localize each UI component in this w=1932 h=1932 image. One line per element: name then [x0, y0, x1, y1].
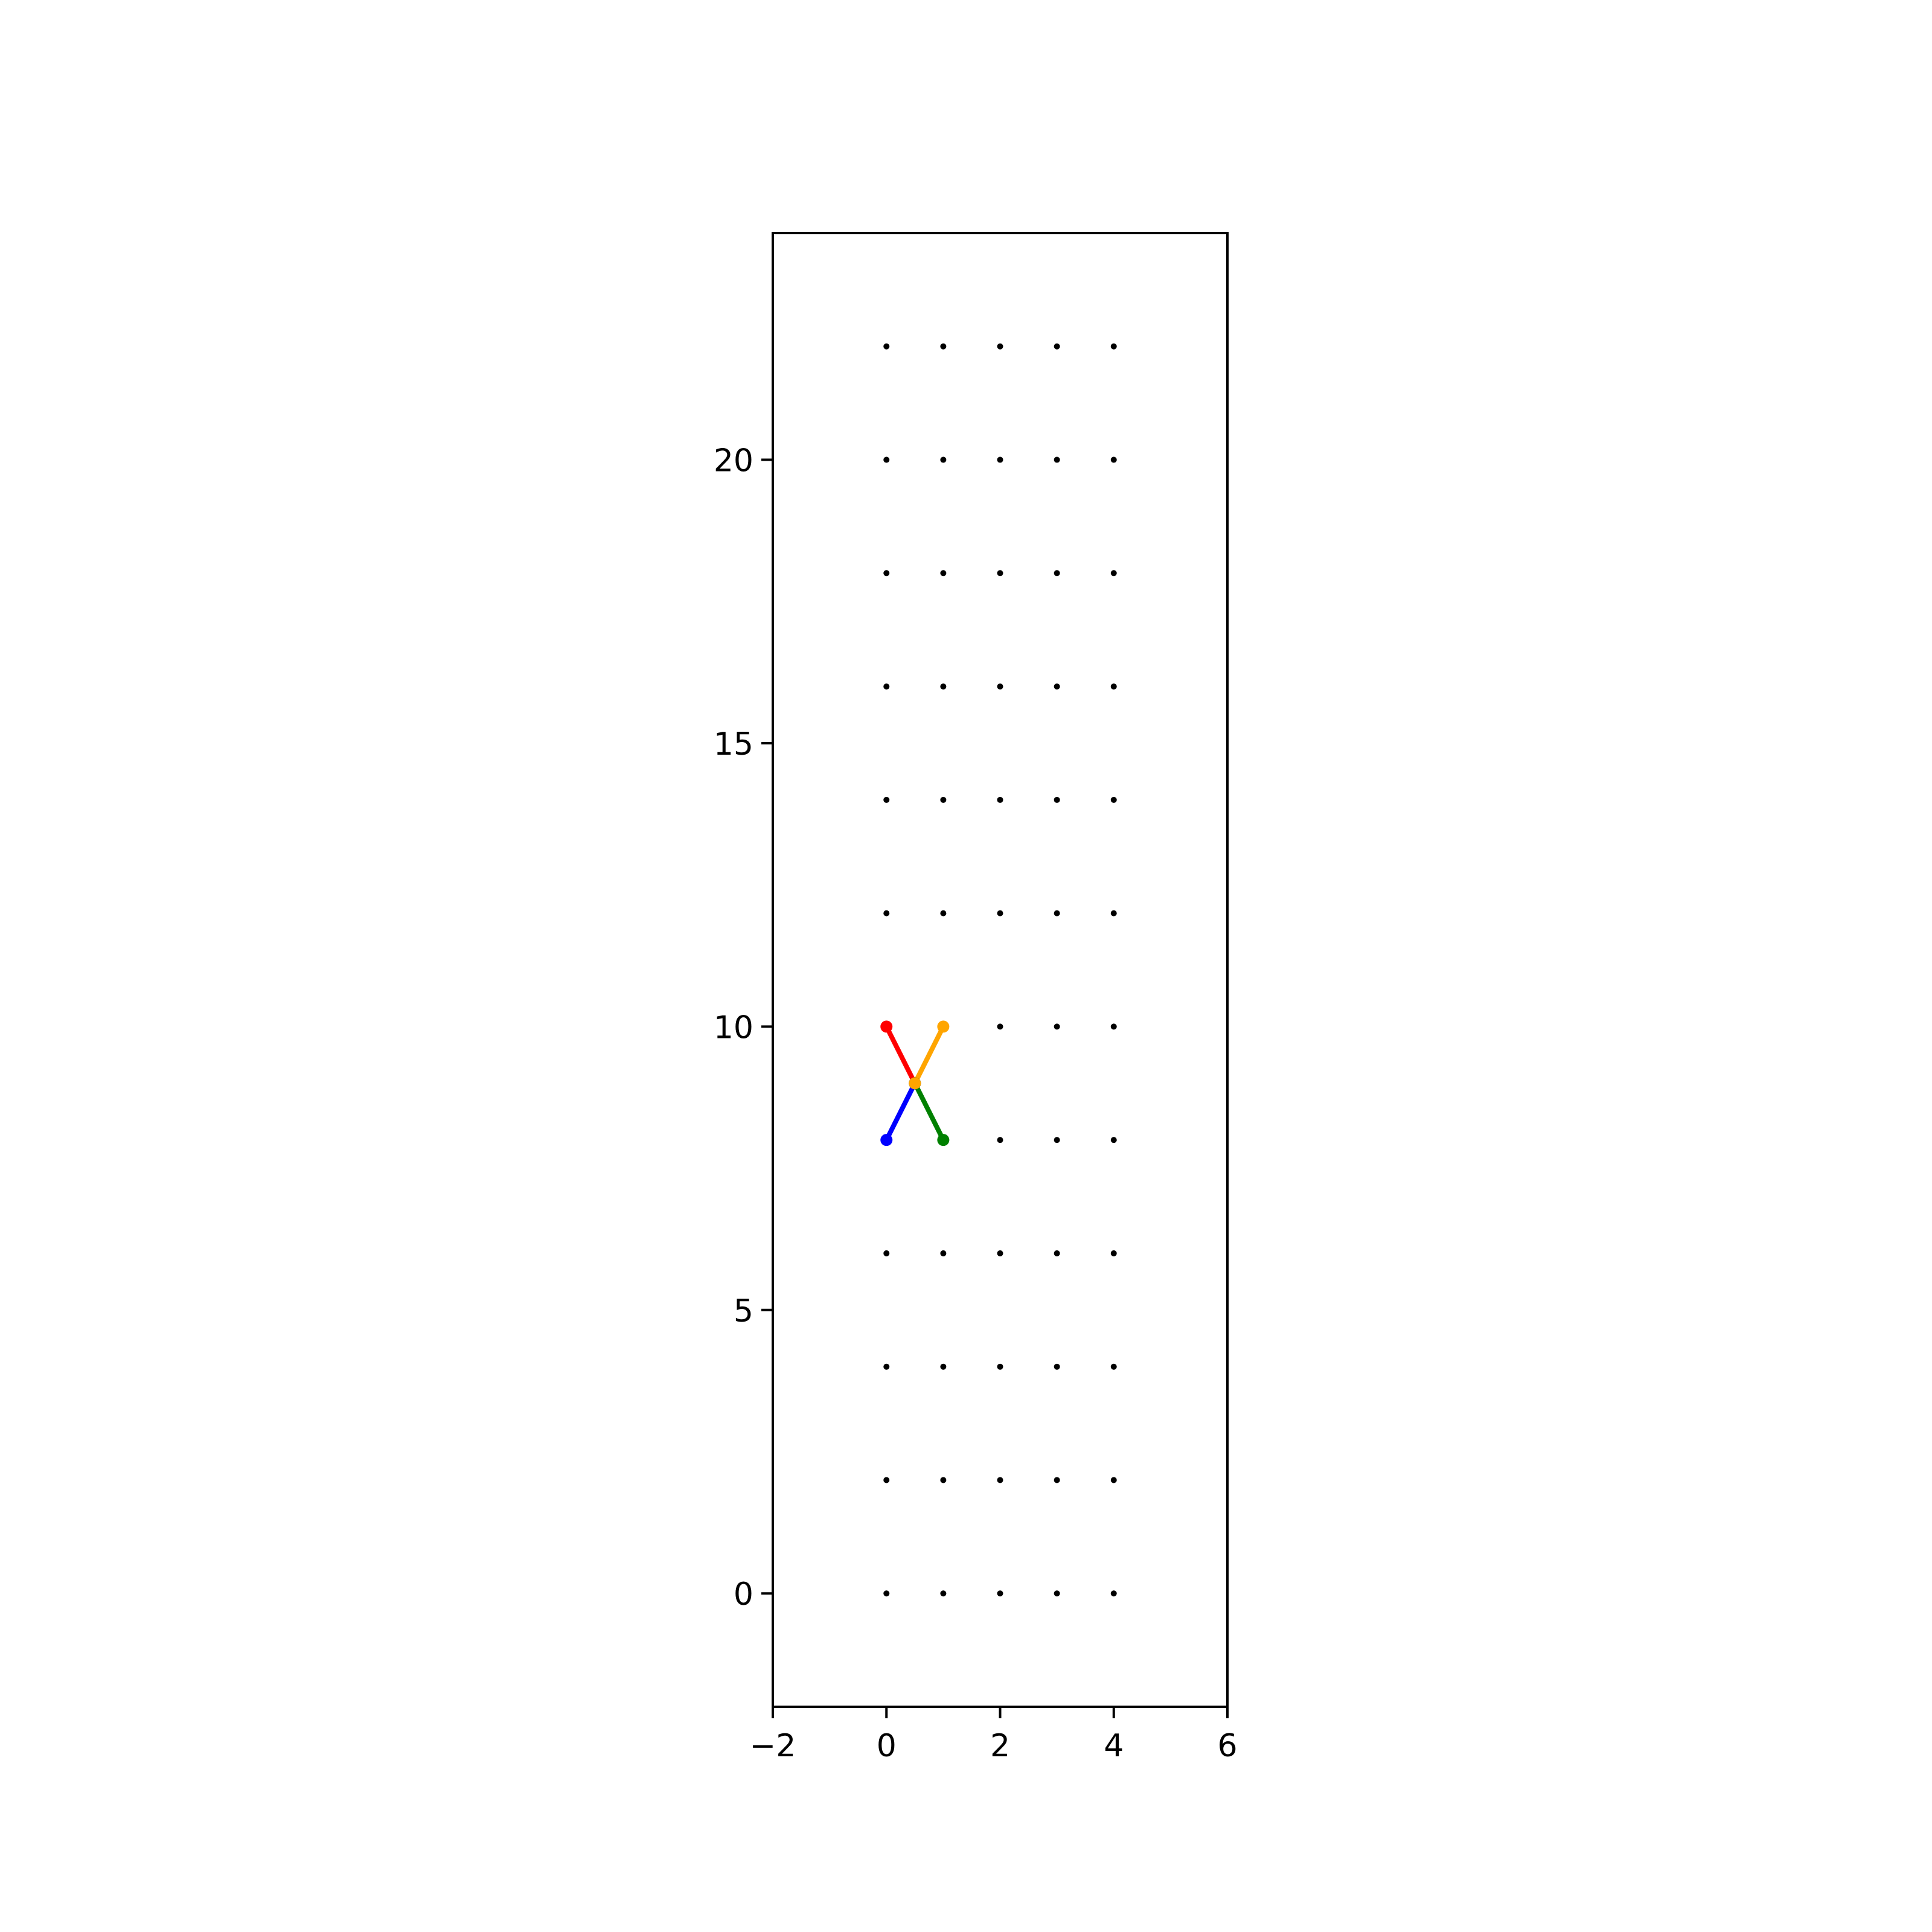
grid-point — [940, 910, 947, 916]
grid-point — [997, 1023, 1003, 1030]
grid-point — [1054, 456, 1060, 463]
grid-point — [1054, 570, 1060, 577]
grid-point — [997, 683, 1003, 690]
y-tick-label: 5 — [734, 1293, 753, 1329]
x-tick-label: 0 — [877, 1728, 897, 1764]
grid-point — [940, 570, 947, 577]
x-tick-label: 2 — [990, 1728, 1010, 1764]
grid-point — [883, 1590, 890, 1597]
grid-point — [1054, 1023, 1060, 1030]
grid-point — [1110, 1250, 1117, 1256]
grid-point — [1110, 456, 1117, 463]
grid-point — [1110, 570, 1117, 577]
grid-point — [883, 343, 890, 350]
grid-point — [997, 456, 1003, 463]
grid-point — [883, 1250, 890, 1256]
line-segment — [883, 1023, 918, 1087]
x-tick-label: −2 — [750, 1728, 796, 1764]
grid-point — [1054, 683, 1060, 690]
marker — [909, 1077, 921, 1090]
grid-point — [1054, 343, 1060, 350]
x-tick-label: 6 — [1217, 1728, 1237, 1764]
grid-point — [997, 1477, 1003, 1483]
grid-point — [1110, 910, 1117, 916]
grid-point — [883, 456, 890, 463]
grid-point — [997, 570, 1003, 577]
y-tick-label: 10 — [714, 1009, 753, 1046]
grid-point — [1110, 683, 1117, 690]
grid-point — [940, 796, 947, 803]
grid-point — [940, 456, 947, 463]
grid-point — [1054, 1137, 1060, 1144]
marker — [937, 1020, 950, 1033]
grid-point — [883, 570, 890, 577]
y-tick-label: 0 — [734, 1576, 753, 1613]
grid-point — [1110, 796, 1117, 803]
grid-point — [1110, 343, 1117, 350]
plot-frame — [772, 232, 1229, 1708]
grid-point — [1054, 1477, 1060, 1483]
grid-point — [940, 1590, 947, 1597]
grid-point — [883, 683, 890, 690]
line-segment — [911, 1080, 947, 1144]
grid-point — [940, 683, 947, 690]
marker — [937, 1134, 950, 1147]
grid-point — [1054, 1590, 1060, 1597]
grid-point — [1110, 1477, 1117, 1483]
grid-point — [1110, 1023, 1117, 1030]
grid-point — [1110, 1363, 1117, 1370]
grid-point — [1054, 796, 1060, 803]
marker — [880, 1134, 893, 1147]
marker — [880, 1020, 893, 1033]
grid-point — [883, 1363, 890, 1370]
grid-point — [1110, 1137, 1117, 1144]
line-segment — [911, 1023, 947, 1087]
grid-point — [997, 910, 1003, 916]
grid-point — [1110, 1590, 1117, 1597]
line-segment — [883, 1080, 918, 1144]
grid-point — [997, 1363, 1003, 1370]
grid-point — [940, 1477, 947, 1483]
y-tick-label: 15 — [714, 726, 753, 763]
grid-point — [997, 1590, 1003, 1597]
grid-point — [883, 796, 890, 803]
grid-point — [997, 343, 1003, 350]
grid-point — [883, 1477, 890, 1483]
grid-point — [940, 1363, 947, 1370]
grid-point — [940, 1250, 947, 1256]
grid-point — [1054, 1363, 1060, 1370]
grid-point — [997, 1137, 1003, 1144]
grid-point — [1054, 910, 1060, 916]
grid-point — [997, 796, 1003, 803]
grid-point — [997, 1250, 1003, 1256]
grid-point — [1054, 1250, 1060, 1256]
y-tick-label: 20 — [714, 443, 753, 479]
grid-point — [940, 343, 947, 350]
x-tick-label: 4 — [1104, 1728, 1124, 1764]
grid-point — [883, 910, 890, 916]
